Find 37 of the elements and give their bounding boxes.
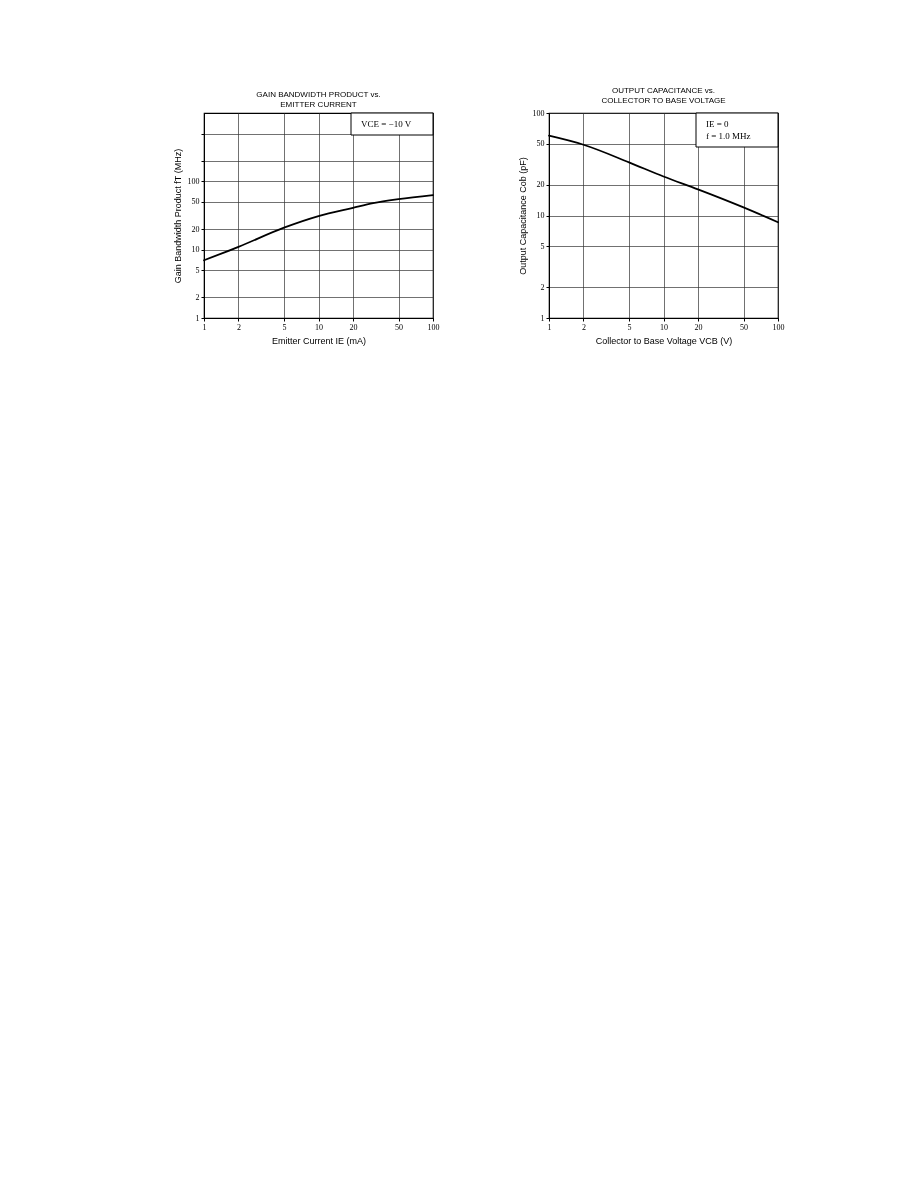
x-tick-label: 5 xyxy=(627,322,632,332)
x-tick-label: 20 xyxy=(694,322,703,332)
annotation: f = 1.0 MHz xyxy=(706,131,751,141)
chart-title: GAIN BANDWIDTH PRODUCT vs. EMITTER CURRENT xyxy=(256,89,381,109)
y-axis-title: Gain Bandwidth Product fT (MHz) xyxy=(172,148,183,284)
x-tick-label: 100 xyxy=(427,322,440,332)
x-tick-label: 50 xyxy=(395,322,404,332)
y-tick-label: 20 xyxy=(536,180,545,190)
x-tick-label: 20 xyxy=(349,322,358,332)
x-tick-label: 100 xyxy=(772,322,785,332)
y-tick-label: 10 xyxy=(191,245,200,255)
x-tick-label: 2 xyxy=(236,322,241,332)
y-tick-label: 5 xyxy=(195,265,200,275)
annotation: IE = 0 xyxy=(706,119,730,129)
chart-title: OUTPUT CAPACITANCE vs. COLLECTOR TO BASE VOLTAGE xyxy=(601,86,726,105)
x-tick-label: 10 xyxy=(315,322,323,332)
y-tick-label: 2 xyxy=(195,292,200,302)
y-tick-label: 10 xyxy=(536,211,545,220)
y-tick-label: 5 xyxy=(540,241,545,251)
x-axis-title: Collector to Base Voltage VCB (V) xyxy=(595,335,733,346)
x-tick-label: 2 xyxy=(581,322,586,332)
x-tick-label: 1 xyxy=(547,322,552,332)
y-tick-label: 50 xyxy=(191,197,200,207)
x-tick-label: 50 xyxy=(740,322,749,332)
x-tick-label: 10 xyxy=(660,322,668,332)
y-tick-label: 2 xyxy=(540,282,545,292)
y-tick-label: 100 xyxy=(187,176,200,186)
y-tick-label: 50 xyxy=(536,139,545,149)
y-tick-label: 100 xyxy=(532,108,545,118)
x-axis-title: Emitter Current IE (mA) xyxy=(271,335,367,346)
y-tick-label: 1 xyxy=(540,313,545,323)
y-tick-label: 20 xyxy=(191,224,200,234)
y-tick-label: 1 xyxy=(195,313,200,323)
y-axis-title: Output Capacitance Cob (pF) xyxy=(517,157,528,275)
x-tick-label: 5 xyxy=(282,322,287,332)
annotation: VCE = −10 V xyxy=(361,119,412,129)
x-tick-label: 1 xyxy=(202,322,207,332)
